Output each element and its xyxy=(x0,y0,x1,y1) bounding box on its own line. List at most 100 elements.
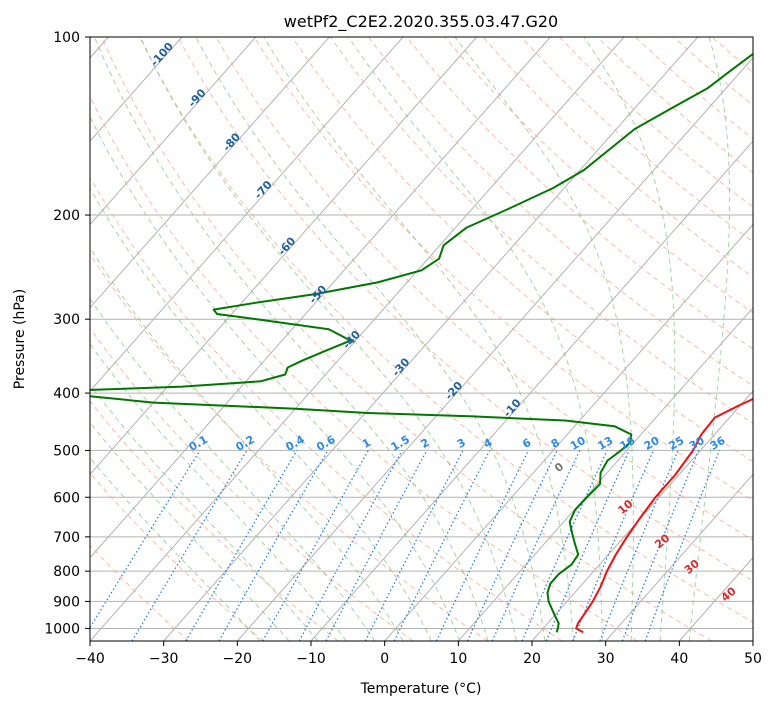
plot-frame xyxy=(89,36,754,642)
moist-adiabat-line xyxy=(90,343,347,641)
moist-adiabat-line xyxy=(90,298,376,641)
y-tick-label: 700 xyxy=(53,530,80,546)
dry-adiabat-line xyxy=(482,37,753,278)
dry-adiabat-line xyxy=(444,37,753,314)
moist-adiabat-line xyxy=(263,37,575,641)
isotherm-line xyxy=(163,37,699,641)
x-tick-label: −40 xyxy=(75,651,105,667)
dry-adiabat-label: 20 xyxy=(652,531,672,551)
isotherm-line xyxy=(236,57,753,641)
isotherm-line xyxy=(90,37,404,392)
isotherm-line xyxy=(752,640,753,641)
isotherm-label: -50 xyxy=(307,283,330,307)
x-axis-title: Temperature (°C) xyxy=(360,681,482,697)
y-tick-label: 400 xyxy=(53,386,80,402)
moist-adiabat-line xyxy=(90,457,261,641)
dry-adiabat-line xyxy=(711,37,753,73)
line-labels-layer: 0.1 0.2 0.4 0.6 1 1.5 2 3 4 6 8 10 13 16 20 25 30 36-100-… xyxy=(148,40,739,605)
chart-title: wetPf2_C2E2.2020.355.03.47.G20 xyxy=(284,12,558,32)
isotherm-label: -80 xyxy=(220,130,243,154)
y-tick-label: 200 xyxy=(53,208,80,224)
mixing-ratio-line xyxy=(393,450,491,641)
dry-adiabat-line xyxy=(90,544,190,641)
y-tick-label: 600 xyxy=(53,490,80,506)
isotherm-line xyxy=(90,37,257,226)
isotherm-line xyxy=(90,37,625,641)
mixing-ratio-label: 3 xyxy=(455,436,468,451)
y-tick-label: 500 xyxy=(53,443,80,459)
moist-adiabat-line xyxy=(195,37,546,641)
dry-adiabat-line xyxy=(673,37,753,107)
axes-layer: −40 −30 −20 −10 0 10 20 30 40 5010020030040050060… xyxy=(44,30,762,667)
dry-adiabat-line xyxy=(90,400,339,641)
dry-adiabat-line xyxy=(100,37,712,641)
x-tick-label: 10 xyxy=(449,651,467,667)
y-axis-title: Pressure (hPa) xyxy=(12,289,28,389)
isotherm-label: -90 xyxy=(186,86,209,110)
dry-adiabat-label: 0 xyxy=(552,460,566,475)
isotherm-line xyxy=(310,140,753,641)
x-tick-label: 30 xyxy=(597,651,615,667)
x-tick-label: 20 xyxy=(523,651,541,667)
isotherm-label: -70 xyxy=(252,178,275,202)
dry-adiabat-line xyxy=(329,37,753,424)
isotherm-label: -60 xyxy=(275,234,298,258)
background-lines xyxy=(90,37,753,641)
y-tick-label: 300 xyxy=(53,312,80,328)
moist-adiabat-line xyxy=(90,384,319,641)
isotherm-label: -100 xyxy=(148,40,176,69)
x-tick-label: −10 xyxy=(296,651,326,667)
dry-adiabat-line xyxy=(215,37,753,541)
isotherm-line xyxy=(384,223,753,641)
isotherm-line xyxy=(678,556,753,641)
mixing-ratio-label: 4 xyxy=(481,436,494,451)
mixing-ratio-line xyxy=(521,450,608,641)
isotherm-label: -20 xyxy=(442,379,465,403)
mixing-ratio-label: 6 xyxy=(520,436,533,451)
moist-adiabat-line xyxy=(347,37,603,641)
dry-adiabat-line xyxy=(253,37,753,502)
mixing-ratio-line xyxy=(298,450,403,641)
moist-adiabat-line xyxy=(90,115,461,641)
x-tick-label: −20 xyxy=(223,651,253,667)
moist-adiabat-line xyxy=(583,37,676,641)
dry-adiabat-label: 10 xyxy=(615,497,635,517)
dry-adiabat-line xyxy=(90,176,563,641)
isotherm-line xyxy=(90,37,183,142)
isotherm-line xyxy=(605,473,753,641)
dry-adiabat-line xyxy=(406,37,753,350)
dry-adiabat-line xyxy=(368,37,753,387)
x-tick-label: 40 xyxy=(670,651,688,667)
moist-adiabat-line xyxy=(454,37,634,641)
isotherm-line xyxy=(457,306,753,641)
x-tick-label: 50 xyxy=(744,651,762,667)
y-tick-label: 100 xyxy=(53,30,80,46)
isotherm-line xyxy=(90,37,551,559)
dry-adiabat-line xyxy=(90,253,488,641)
isotherm-line xyxy=(90,37,330,309)
dry-adiabat-line xyxy=(139,37,753,623)
isotherm-label: -30 xyxy=(390,355,413,379)
mixing-ratio-line xyxy=(90,450,201,629)
isotherm-line xyxy=(531,390,753,641)
mixing-ratio-label: 2 xyxy=(419,436,432,451)
moist-adiabat-line xyxy=(90,187,432,641)
isotherm-label: -40 xyxy=(340,328,363,352)
mixing-ratio-line xyxy=(644,450,720,641)
x-tick-label: 0 xyxy=(380,651,389,667)
dry-adiabat-line xyxy=(635,37,753,140)
x-tick-label: −30 xyxy=(149,651,179,667)
moist-adiabat-line xyxy=(688,37,730,641)
moist-adiabat-line xyxy=(93,37,489,641)
mixing-ratio-line xyxy=(262,450,369,641)
mixing-ratio-line xyxy=(435,450,530,641)
mixing-ratio-line xyxy=(599,450,679,641)
moist-adiabat-line xyxy=(90,421,290,641)
dewpoint-profile-line xyxy=(90,52,753,633)
data-series-layer xyxy=(90,52,753,634)
mixing-ratio-line xyxy=(218,450,329,641)
dry-adiabat-line xyxy=(90,472,264,641)
moist-adiabat-line xyxy=(90,246,404,641)
mixing-ratio-line xyxy=(325,450,428,641)
